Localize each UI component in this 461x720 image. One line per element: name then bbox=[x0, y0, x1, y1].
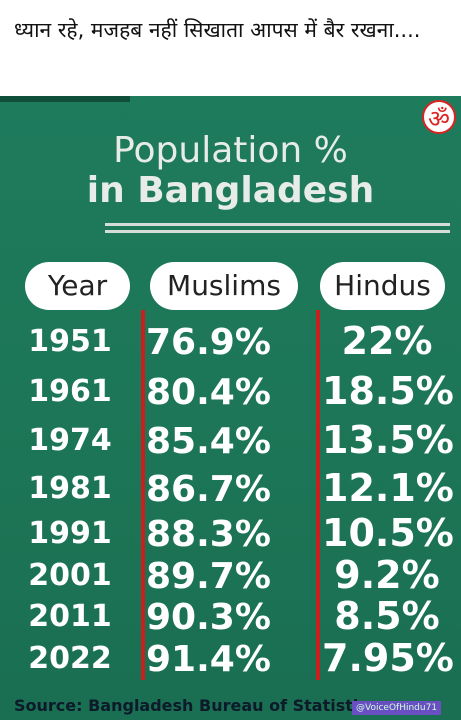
percent-cell: 22% bbox=[341, 319, 433, 364]
source: Source: Bangladesh Bureau of Statistics bbox=[14, 696, 378, 715]
divider bbox=[141, 310, 145, 680]
year-cell: 1951 bbox=[28, 324, 112, 360]
percent-cell: 76.9% bbox=[146, 321, 271, 363]
percent-cell: 12.1% bbox=[322, 466, 454, 511]
year-cell: 1974 bbox=[28, 423, 112, 459]
column-header: Hindus bbox=[320, 262, 445, 310]
year-cell: 2011 bbox=[28, 599, 112, 635]
title-line: in Bangladesh bbox=[86, 170, 375, 211]
percent-cell: 13.5% bbox=[322, 418, 454, 463]
post-caption: ध्यान रहे, मजहब नहीं सिखाता आपस में बैर … bbox=[14, 18, 421, 42]
percent-cell: 90.3% bbox=[146, 596, 271, 638]
column-header: Muslims bbox=[150, 262, 298, 310]
percent-cell: 89.7% bbox=[146, 555, 271, 597]
year-cell: 1991 bbox=[28, 516, 112, 552]
percent-cell: 9.2% bbox=[334, 553, 440, 598]
year-cell: 1981 bbox=[28, 471, 112, 507]
logo: ॐ bbox=[422, 100, 456, 134]
post-image: ॐ Population % in Bangladesh Year Muslim… bbox=[0, 96, 461, 720]
watermark: @VoiceOfHindu71 bbox=[352, 701, 442, 715]
dark-strip bbox=[0, 96, 130, 102]
percent-cell: 86.7% bbox=[146, 468, 271, 510]
percent-cell: 10.5% bbox=[322, 511, 454, 556]
percent-cell: 18.5% bbox=[322, 369, 454, 414]
divider bbox=[316, 310, 320, 680]
column-header: Year bbox=[25, 262, 130, 310]
percent-cell: 8.5% bbox=[334, 594, 440, 639]
percent-cell: 85.4% bbox=[146, 420, 271, 462]
rule bbox=[105, 230, 450, 233]
percent-cell: 91.4% bbox=[146, 638, 271, 680]
rule bbox=[105, 223, 450, 226]
percent-cell: 88.3% bbox=[146, 513, 271, 555]
title-line: Population % bbox=[113, 130, 348, 171]
year-cell: 1961 bbox=[28, 374, 112, 410]
percent-cell: 7.95% bbox=[322, 636, 454, 681]
year-cell: 2022 bbox=[28, 641, 112, 677]
year-cell: 2001 bbox=[28, 558, 112, 594]
percent-cell: 80.4% bbox=[146, 371, 271, 413]
